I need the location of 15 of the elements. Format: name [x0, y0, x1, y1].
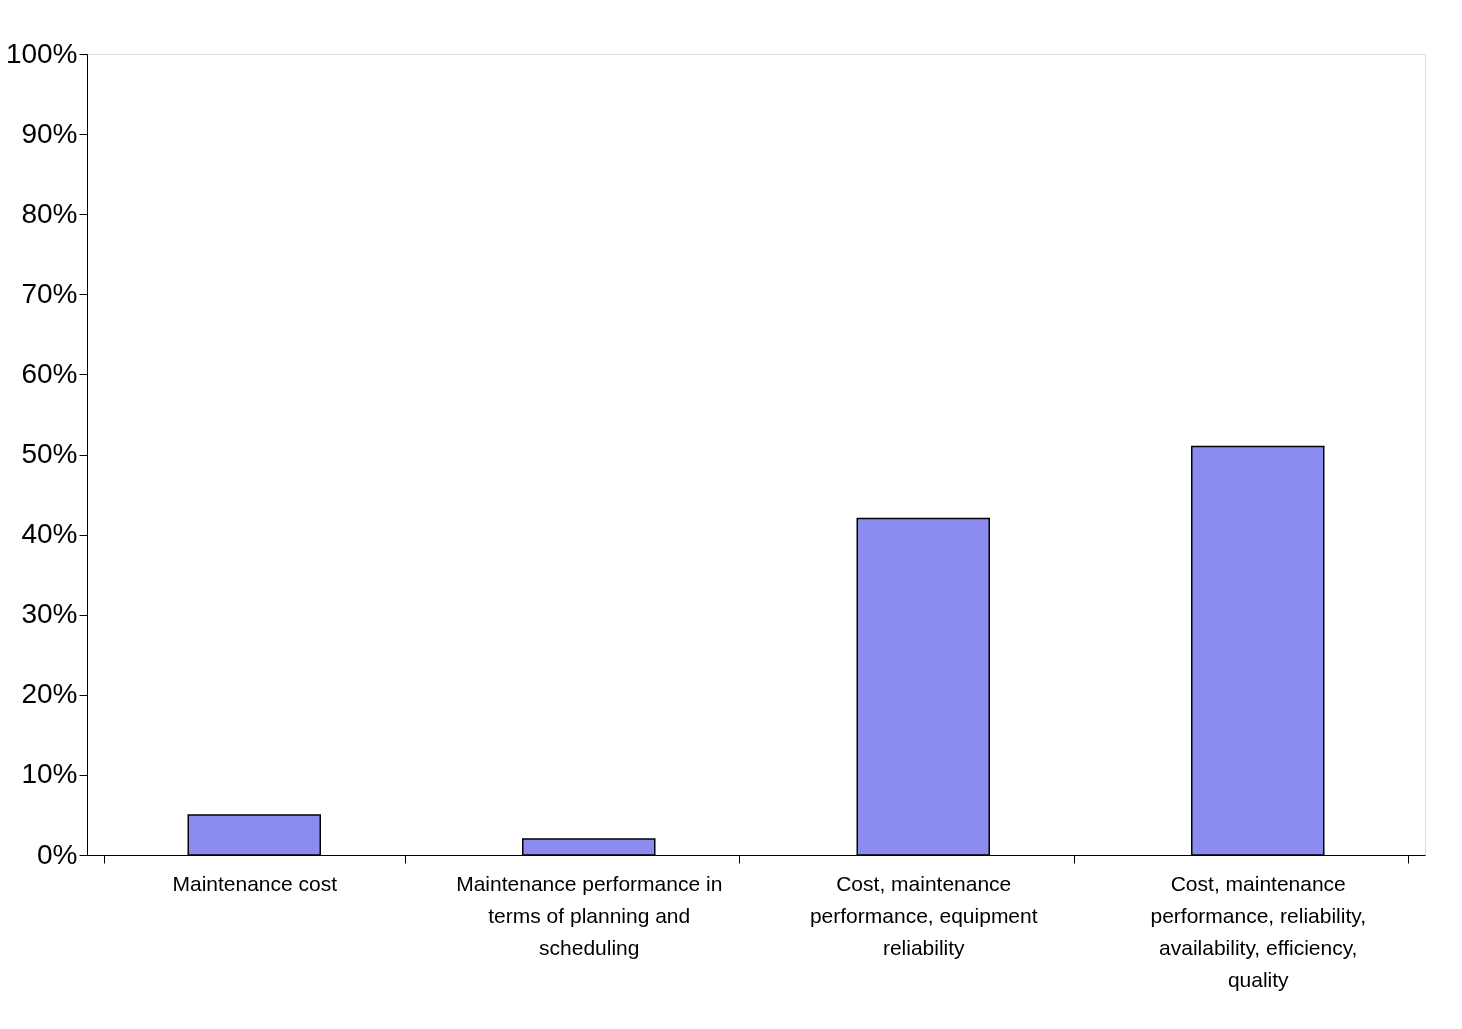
- x-tick-label: Cost, maintenance performance, equipment reliability: [809, 871, 1038, 959]
- x-tick-label: Maintenance performance in terms of planning and scheduling: [456, 871, 723, 959]
- x-tick-label: Cost, maintenance performance, reliability, availability, efficiency, quality: [1150, 871, 1367, 991]
- y-tick-label: 10%: [21, 758, 78, 790]
- y-tick-label: 50%: [21, 438, 78, 469]
- x-tick-label: Maintenance cost: [172, 871, 338, 895]
- y-tick-label: 60%: [21, 357, 78, 389]
- y-tick-label: 80%: [21, 197, 78, 229]
- y-tick-label: 40%: [21, 518, 78, 550]
- y-tick-label: 90%: [21, 117, 78, 149]
- y-tick-label: 20%: [21, 678, 78, 710]
- y-tick-label: 100%: [5, 37, 78, 69]
- y-tick-label: 30%: [21, 598, 78, 630]
- y-tick-label: 0%: [37, 838, 78, 870]
- y-tick-label: 70%: [21, 277, 78, 309]
